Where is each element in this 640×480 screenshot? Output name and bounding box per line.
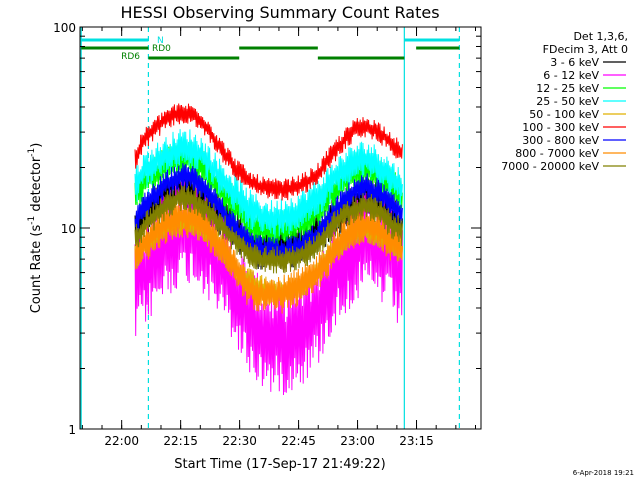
- x-axis-label: Start Time (17-Sep-17 21:49:22): [174, 457, 385, 472]
- legend-entry-label: 6 - 12 keV: [543, 69, 599, 82]
- y-axis-label: Count Rate (s-1 detector-1): [27, 143, 44, 314]
- flag-label-n: N: [157, 36, 164, 46]
- legend-entry-label: 300 - 800 keV: [522, 134, 599, 147]
- legend-entry-label: 25 - 50 keV: [536, 95, 599, 108]
- data-series-layer: [134, 103, 403, 396]
- legend-entry-label: 100 - 300 keV: [522, 121, 599, 134]
- y-tick-label: 100: [53, 21, 76, 35]
- legend-entry-label: 800 - 7000 keV: [515, 147, 599, 160]
- legend-entry-label: 12 - 25 keV: [536, 82, 599, 95]
- legend-header-line1: Det 1,3,6,: [573, 30, 628, 43]
- x-tick-label: 22:15: [163, 434, 198, 448]
- series-line-4: [134, 129, 403, 239]
- x-ticks: 22:00 22:15 22:30 22:45 23:00 23:15: [81, 27, 476, 448]
- series-line-8: [134, 197, 403, 314]
- series-line-2: [134, 179, 403, 396]
- legend-entry-label: 3 - 6 keV: [550, 56, 599, 69]
- series-line-6: [134, 103, 403, 201]
- y-tick-label: 10: [61, 222, 76, 236]
- x-tick-label: 22:30: [222, 434, 257, 448]
- legend-entry-label: 50 - 100 keV: [529, 108, 599, 121]
- legend-header-line2: FDecim 3, Att 0: [543, 43, 628, 56]
- x-tick-label: 22:45: [281, 434, 316, 448]
- series-line-9: [134, 185, 403, 274]
- series-line-7: [134, 163, 403, 263]
- x-tick-label: 22:00: [104, 434, 139, 448]
- footer-timestamp: 6-Apr-2018 19:21: [573, 469, 634, 477]
- legend-entry-label: 7000 - 20000 keV: [501, 160, 599, 173]
- y-tick-label: 1: [68, 423, 76, 437]
- y-ticks: 1 10 100: [53, 21, 481, 437]
- x-tick-label: 23:00: [340, 434, 375, 448]
- svg-text:Count Rate (s-1 detector-1): Count Rate (s-1 detector-1): [27, 143, 44, 314]
- flag-label-rd6: RD6: [121, 52, 140, 62]
- chart-title: HESSI Observing Summary Count Rates: [120, 3, 439, 22]
- flag-label-rd0: RD0: [152, 44, 171, 54]
- x-tick-label: 23:15: [399, 434, 434, 448]
